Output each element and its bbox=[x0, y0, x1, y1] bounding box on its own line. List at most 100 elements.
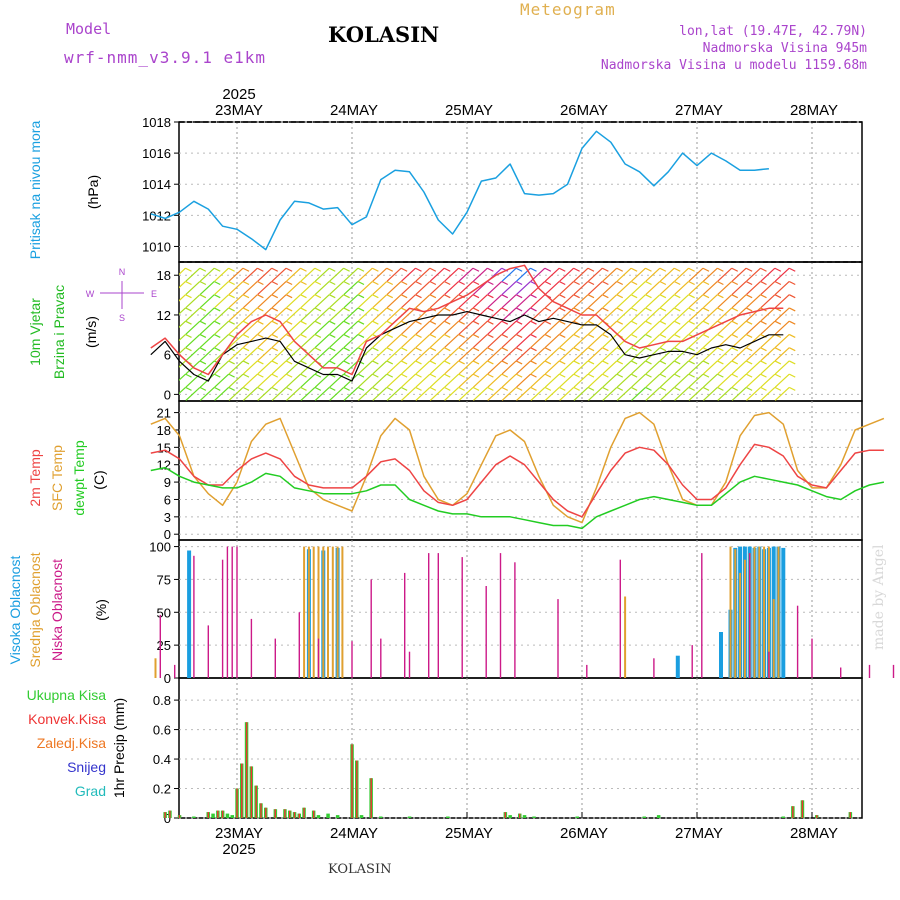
wind-barb bbox=[702, 307, 718, 322]
wind-barb-flag bbox=[530, 386, 537, 391]
wind-barb-flag bbox=[472, 320, 480, 325]
cloud-bar bbox=[408, 651, 411, 678]
wind-barb bbox=[343, 347, 359, 362]
ytick-label: 1010 bbox=[142, 239, 171, 254]
wind-barb-flag bbox=[300, 386, 307, 391]
wind-barb-flag bbox=[673, 294, 681, 299]
cloud-bar bbox=[428, 553, 430, 678]
precip-bar bbox=[207, 812, 209, 818]
wind-barb bbox=[544, 360, 560, 375]
wind-barb-flag bbox=[257, 373, 264, 378]
wind-barb-flag bbox=[314, 294, 322, 299]
wind-barb bbox=[731, 347, 747, 362]
cloud-ylabel-high-text: Visoka Oblacnost bbox=[7, 556, 23, 665]
wind-barb-flag bbox=[774, 280, 782, 286]
station-title: KOLASIN bbox=[328, 22, 440, 47]
precip-bar bbox=[316, 815, 321, 818]
temp-ylabel-2m: 2m Temp bbox=[27, 449, 43, 507]
ytick-label: 9 bbox=[164, 475, 171, 490]
wind-barb bbox=[157, 361, 171, 374]
wind-barb-flag bbox=[386, 347, 394, 352]
wind-barb-flag bbox=[630, 307, 638, 312]
wind-barb bbox=[702, 281, 718, 295]
wind-barb-flag bbox=[645, 386, 652, 391]
wind-barb-flag bbox=[213, 320, 221, 325]
wind-barb bbox=[300, 281, 316, 295]
wind-barb-flag bbox=[731, 347, 739, 352]
wind-barb-flag bbox=[343, 294, 350, 299]
wind-barb-flag bbox=[745, 267, 753, 272]
wind-barb bbox=[645, 320, 661, 335]
wind-barb bbox=[429, 320, 445, 335]
wind-barb bbox=[300, 386, 316, 401]
wind-barb bbox=[314, 373, 330, 388]
cloud-bar bbox=[231, 546, 233, 678]
wind-barb bbox=[329, 320, 345, 335]
wind-barb bbox=[386, 386, 402, 401]
precip-bar bbox=[265, 807, 267, 818]
wind-barb bbox=[444, 281, 460, 295]
wind-barb bbox=[516, 347, 531, 362]
cloud-bar bbox=[767, 546, 770, 678]
wind-barb bbox=[674, 360, 690, 375]
wind-barb bbox=[242, 307, 258, 322]
wind-barb-flag bbox=[731, 360, 739, 365]
wind-barb-flag bbox=[515, 307, 523, 312]
wind-barb-flag bbox=[745, 333, 753, 338]
wind-barb bbox=[587, 373, 603, 388]
wind-barb bbox=[544, 281, 560, 295]
sfc-temp-line bbox=[150, 411, 885, 524]
precip-legend-2: Zaledj.Kisa bbox=[37, 735, 106, 751]
wind-barb-flag bbox=[788, 320, 796, 325]
wind-barb bbox=[179, 360, 186, 368]
wind-barb-flag bbox=[314, 333, 322, 338]
wind-barb-flag bbox=[745, 373, 753, 378]
wind-barb bbox=[731, 307, 747, 322]
wind-barb-flag bbox=[443, 280, 451, 286]
wind-barb bbox=[214, 320, 230, 335]
cloud-unit-text: (%) bbox=[93, 599, 109, 621]
wind-barb bbox=[372, 281, 388, 295]
wind-barb bbox=[157, 295, 171, 308]
wind-barb-flag bbox=[443, 333, 451, 338]
panel-frame-1 bbox=[178, 121, 863, 263]
wind-barb bbox=[329, 333, 345, 348]
wind-barb bbox=[674, 386, 690, 401]
wind-barb bbox=[286, 386, 301, 401]
wind-barb bbox=[199, 386, 215, 401]
wind-barb bbox=[674, 267, 690, 282]
wind-barb bbox=[544, 320, 560, 335]
wind-barb-flag bbox=[717, 373, 724, 378]
wind-barb-flag bbox=[487, 373, 494, 378]
wind-barb bbox=[487, 307, 503, 322]
wind-barb bbox=[401, 360, 416, 375]
temp-unit-text: (C) bbox=[91, 470, 107, 489]
wind-barb-flag bbox=[788, 347, 796, 352]
wind-barb-flag bbox=[630, 386, 638, 391]
ytick-label: 100 bbox=[149, 540, 171, 555]
wind-barb bbox=[179, 320, 186, 329]
wind-barb bbox=[602, 294, 618, 309]
cloud-bar bbox=[675, 655, 680, 678]
wind-barb-flag bbox=[731, 373, 739, 378]
wind-barb-flag bbox=[343, 386, 350, 391]
wind-barb bbox=[242, 347, 258, 362]
wind-barb-flag bbox=[472, 267, 480, 272]
wind-barb-flag bbox=[602, 267, 609, 272]
wind-barb-flag bbox=[745, 386, 753, 391]
wind-barb-flag bbox=[213, 307, 221, 312]
wind-barb-flag bbox=[573, 280, 580, 286]
wind-barb bbox=[372, 267, 388, 282]
wind-barb-field bbox=[157, 267, 796, 401]
wind-barb bbox=[487, 320, 503, 335]
wind-barb-flag bbox=[587, 294, 595, 299]
wind-barb-flag bbox=[300, 373, 307, 378]
wind-barb bbox=[760, 373, 776, 388]
wind-barb bbox=[616, 360, 632, 375]
wind-barb-flag bbox=[702, 267, 710, 272]
wind-barb bbox=[631, 386, 646, 401]
wind-barb bbox=[314, 281, 330, 295]
wind-barb-flag bbox=[213, 347, 221, 352]
cloud-bar bbox=[701, 553, 703, 678]
